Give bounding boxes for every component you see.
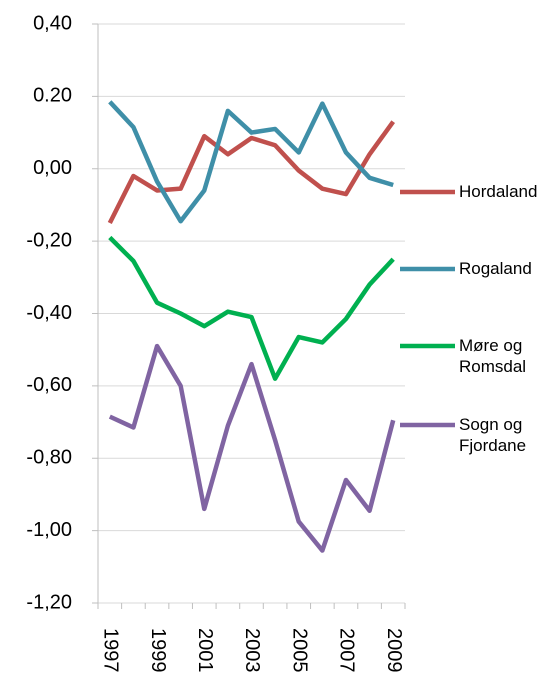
x-tick-label: 1997	[100, 628, 122, 673]
legend-label: Møre og Romsdal	[459, 336, 527, 376]
x-tick-label: 2001	[194, 628, 216, 673]
y-tick-label: 0,00	[33, 157, 72, 179]
series-line	[108, 235, 395, 381]
y-tick-label: 0.20	[33, 85, 72, 107]
series-line	[108, 343, 396, 553]
series-line	[108, 100, 394, 224]
y-tick-label: -0,20	[26, 229, 72, 251]
x-tick-label: 2003	[241, 628, 263, 673]
x-tick-label: 2005	[288, 628, 310, 673]
y-tick-label: -1,00	[26, 519, 72, 541]
y-tick-label: 0,40	[33, 12, 72, 34]
y-tick-label: -0,80	[26, 447, 72, 469]
y-tick-label: -0,40	[26, 302, 72, 324]
y-tick-label: -1,20	[26, 591, 72, 613]
x-tick-label: 2009	[383, 628, 405, 673]
legend-label: Hordaland	[459, 182, 538, 201]
x-tick-label: 1999	[147, 628, 169, 673]
legend-label: Sogn og Fjordane	[459, 415, 527, 455]
legend-label: Rogaland	[459, 259, 532, 278]
series-line	[107, 120, 396, 225]
x-tick-label: 2007	[336, 628, 358, 673]
y-tick-label: -0,60	[26, 374, 72, 396]
